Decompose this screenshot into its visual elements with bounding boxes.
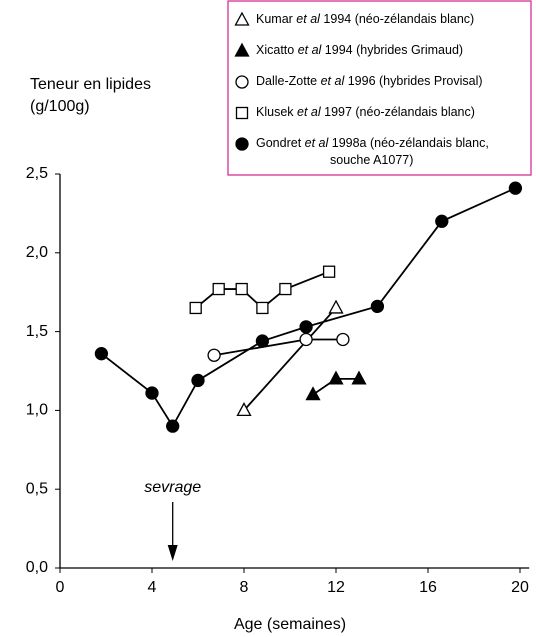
marker xyxy=(370,299,385,314)
marker xyxy=(336,332,350,347)
legend-label: Xicatto et al 1994 (hybrides Grimaud) xyxy=(256,43,463,57)
marker xyxy=(235,282,248,296)
y-axis-label: (g/100g) xyxy=(30,98,90,115)
marker xyxy=(166,419,180,433)
y-tick-label: 0,0 xyxy=(26,559,48,576)
x-tick-label: 12 xyxy=(327,579,345,596)
marker xyxy=(435,214,449,228)
marker xyxy=(189,301,202,315)
marker xyxy=(255,334,270,348)
legend-marker xyxy=(235,137,249,151)
legend-label: Dalle-Zotte et al 1996 (hybrides Provisa… xyxy=(256,74,483,88)
y-tick-label: 2,0 xyxy=(26,244,48,261)
marker xyxy=(299,332,313,347)
series-line xyxy=(213,338,343,357)
legend-marker xyxy=(234,11,250,26)
y-tick-label: 0,5 xyxy=(26,480,48,497)
annotation: sevrage xyxy=(144,479,201,496)
series-line xyxy=(100,187,516,428)
legend-box xyxy=(227,0,532,176)
y-tick-label: 2,5 xyxy=(26,165,48,182)
x-tick-label: 0 xyxy=(56,579,65,596)
y-tick-label: 1,5 xyxy=(26,323,48,340)
x-tick-label: 20 xyxy=(511,579,529,596)
legend-marker xyxy=(235,75,249,89)
marker xyxy=(236,402,252,417)
marker xyxy=(328,299,344,314)
series-line xyxy=(243,307,337,412)
marker xyxy=(299,320,313,334)
x-tick-label: 8 xyxy=(240,579,249,596)
legend-marker xyxy=(234,42,250,57)
legend-label: Kumar et al 1994 (néo-zélandais blanc) xyxy=(256,12,474,26)
marker xyxy=(328,370,344,385)
x-axis-label: Age (semaines) xyxy=(234,616,346,633)
marker xyxy=(305,386,321,401)
marker xyxy=(145,386,159,400)
marker xyxy=(94,347,109,361)
marker xyxy=(212,282,225,296)
marker xyxy=(279,282,292,296)
marker xyxy=(508,181,523,195)
marker xyxy=(207,348,221,362)
legend-label: Gondret et al 1998a (néo-zélandais blanc… xyxy=(256,136,489,167)
y-axis-label: Teneur en lipides xyxy=(30,76,151,93)
marker xyxy=(351,370,367,385)
marker xyxy=(322,265,336,278)
y-tick-label: 1,0 xyxy=(26,402,48,419)
marker xyxy=(191,373,205,388)
legend-label: Klusek et al 1997 (néo-zélandais blanc) xyxy=(256,105,475,119)
legend-marker xyxy=(235,106,249,120)
marker xyxy=(256,301,269,315)
x-tick-label: 4 xyxy=(148,579,157,596)
arrow-head xyxy=(167,545,178,561)
x-tick-label: 16 xyxy=(419,579,437,596)
